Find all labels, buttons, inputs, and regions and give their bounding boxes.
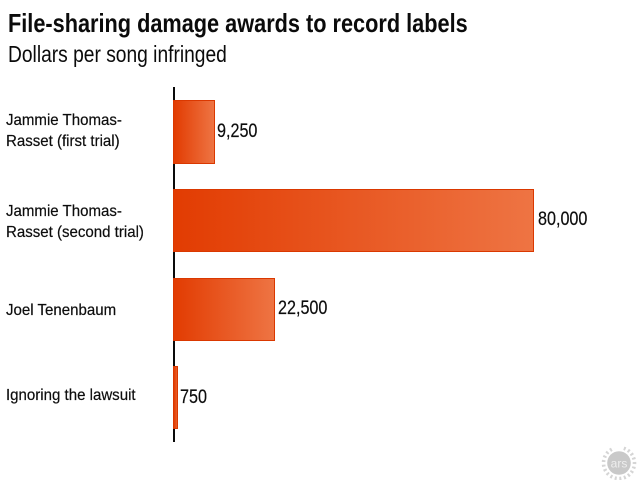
- svg-text:ars: ars: [611, 457, 628, 471]
